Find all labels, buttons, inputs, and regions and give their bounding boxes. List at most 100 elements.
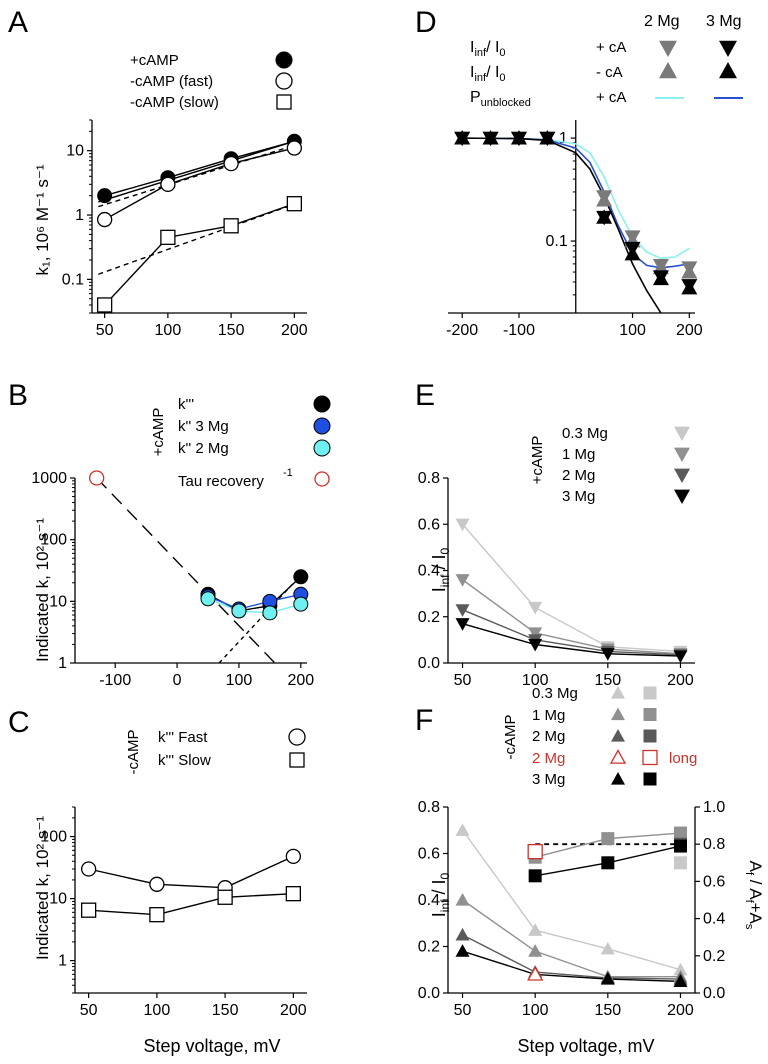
legend-cond1-d: + cA	[596, 39, 626, 56]
series-line-f-1	[462, 899, 681, 978]
data-point-e-3-3	[673, 650, 688, 664]
data-point-f-6-2	[673, 826, 687, 840]
panel-d: D 2 Mg 3 Mg Iinf/ I0 + cA Iinf/ I0 - cA …	[415, 6, 742, 339]
legend-marker-f-sq-3	[643, 729, 657, 743]
series-line-a-1	[104, 147, 295, 221]
legend-text-f-4: 2 Mg	[532, 750, 565, 767]
data-point-e-1-1	[528, 627, 543, 640]
legend-marker-d-4	[719, 62, 737, 79]
data-point-a-1-0	[96, 211, 113, 228]
legend-text-f-1: 0.3 Mg	[532, 685, 578, 702]
legend-marker-b-3	[313, 439, 331, 457]
legend-markers	[275, 40, 743, 786]
data-point-f-9-0	[527, 843, 543, 860]
legend-head-3mg-d: 3 Mg	[706, 13, 742, 30]
legend-text-a-3: -cAMP (slow)	[130, 94, 219, 111]
y-tick-label-f: 0.8	[418, 799, 440, 816]
series-line-e-0	[462, 523, 681, 653]
y-tick-label-e: 0.2	[418, 609, 440, 626]
legend-text-f-5: 3 Mg	[532, 771, 565, 788]
legend-marker-d-2	[719, 40, 737, 57]
data-point-f-8-2	[673, 839, 687, 853]
y-tick-label-a: 0.1	[62, 271, 84, 288]
legend-long-f: long	[669, 750, 697, 767]
x-tick-label-b: 100	[226, 672, 253, 689]
data-point-e-3-1	[528, 638, 543, 652]
legend-marker-f-sq-1	[643, 686, 657, 700]
y-tick-label-b: 10	[49, 593, 67, 610]
y2-tick-label-f: 1.0	[703, 799, 725, 816]
legend-marker-c-1	[288, 728, 306, 746]
series-line-f-2	[462, 934, 681, 980]
legend-text-c-1: k''' Fast	[158, 729, 208, 746]
series-line-c-0	[88, 855, 294, 889]
data-point-c-1-0	[80, 902, 97, 918]
legend-text-f-2: 1 Mg	[532, 707, 565, 724]
data-point-f-8-0	[528, 869, 542, 883]
legend-marker-b-1	[313, 395, 331, 413]
data-point-f-8-1	[601, 856, 615, 870]
y2-tick-label-f: 0.0	[703, 985, 725, 1002]
y-axis-label-c: Indicated k, 10² s⁻¹	[33, 816, 52, 960]
data-point-a-2-2	[223, 218, 239, 234]
x-tick-label-c: 150	[212, 1002, 239, 1019]
legend-marker-e-2	[674, 447, 690, 462]
series-line-e-1	[462, 579, 681, 655]
legend-text-b-2: k'' 3 Mg	[178, 418, 229, 435]
legend-text-e-3: 2 Mg	[562, 467, 595, 484]
data-point-f-6-1	[601, 832, 615, 846]
model-curve-d-2	[462, 137, 662, 313]
x-tick-label-f: 50	[454, 1002, 472, 1019]
legend-marker-f-tri-3	[611, 729, 625, 742]
x-tick-label-a: 50	[96, 322, 114, 339]
x-tick-label-c: 200	[280, 1002, 307, 1019]
y-tick-label-a: 1	[75, 207, 84, 224]
y-tick-label-c: 1	[58, 953, 67, 970]
data-point-c-0-0	[80, 861, 97, 877]
legend-marker-c-2	[289, 752, 305, 768]
series-line-f-3	[462, 950, 681, 983]
side-label-b: +cAMP	[150, 408, 167, 457]
legend-row2-d: Iinf/ I0	[470, 64, 506, 84]
panel-e: E +cAMP 0.3 Mg 1 Mg 2 Mg 3 Mg Iinf / I0 …	[415, 379, 695, 689]
legend-text-b-1: k'''	[178, 396, 194, 413]
y-tick-label-d: 0.1	[546, 233, 568, 250]
data-point-a-2-0	[96, 297, 113, 313]
panel-letter-e: E	[415, 379, 435, 412]
data-point-d-1-4	[596, 192, 613, 207]
x-tick-label-e: 100	[522, 672, 549, 689]
series-line-b-2	[207, 598, 302, 614]
data-point-e-0-0	[455, 518, 470, 532]
data-point-b-3-0	[89, 470, 105, 486]
x-axis-label-c: Step voltage, mV	[143, 1036, 280, 1056]
legend-row1-d: Iinf/ I0	[470, 39, 506, 59]
legend-marker-f-sq-4	[642, 749, 658, 766]
data-point-d-3-0	[454, 130, 471, 145]
x-tick-label-c: 100	[144, 1002, 171, 1019]
legend-text-e-4: 3 Mg	[562, 488, 595, 505]
panel-letter-b: B	[8, 379, 28, 412]
y-tick-label-e: 0.8	[418, 470, 440, 487]
y-tick-label-c: 10	[49, 891, 67, 908]
data-point-f-4-0	[527, 966, 544, 981]
data-point-f-0-0	[455, 823, 470, 836]
y-tick-label-f: 0.4	[418, 892, 440, 909]
data-point-d-3-5	[624, 245, 641, 261]
legend-marker-a-1	[275, 51, 293, 69]
y-tick-label-c: 100	[40, 829, 67, 846]
series-line-a-2	[104, 203, 295, 306]
side-label-c: -cAMP	[125, 730, 142, 775]
panel-letter-f: F	[415, 704, 433, 737]
data-point-f-5-0	[673, 856, 687, 870]
x-tick-label-e: 200	[667, 672, 694, 689]
data-point-c-1-1	[149, 907, 165, 923]
side-label-e: +cAMP	[529, 436, 546, 485]
legend-marker-f-tri-2	[611, 707, 625, 721]
panel-letter-d: D	[415, 6, 437, 39]
data-point-a-2-1	[160, 229, 176, 245]
y-tick-label-d: 1	[559, 130, 568, 147]
data-point-f-1-0	[455, 893, 470, 906]
data-point-f-2-0	[455, 927, 470, 941]
data-point-f-3-3	[673, 974, 688, 987]
